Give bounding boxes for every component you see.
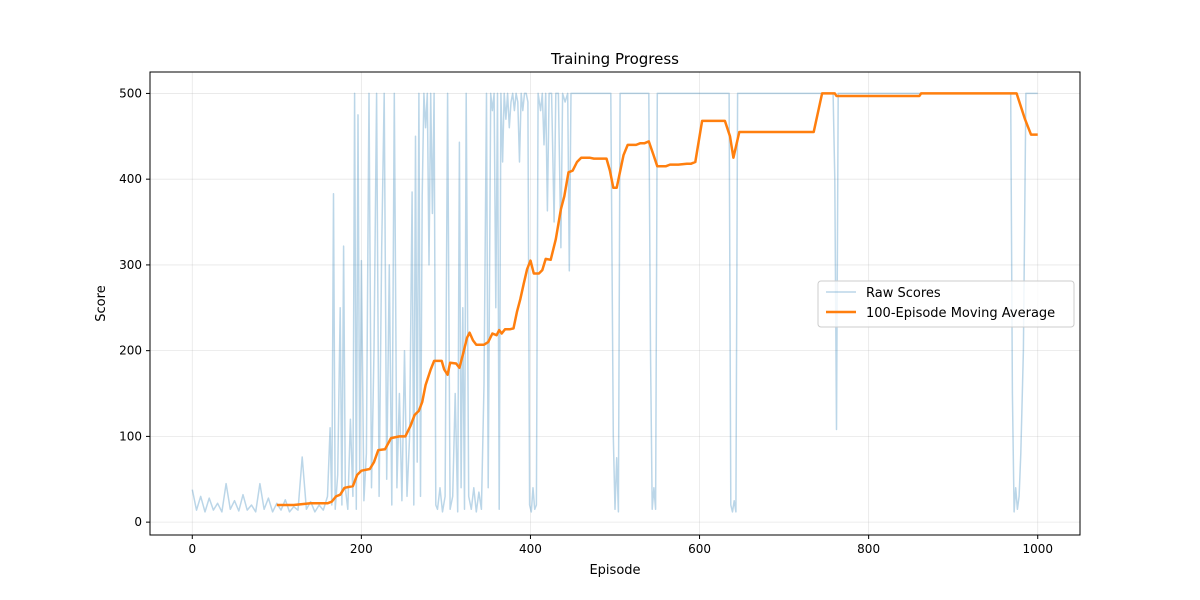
x-axis-label: Episode (589, 563, 640, 578)
x-tick-label: 1000 (1022, 542, 1053, 556)
series-line-moving-average (276, 92, 1038, 507)
y-tick-label: 400 (119, 172, 142, 186)
y-axis-ticks: 0 100 200 300 400 500 (119, 86, 150, 529)
x-tick-label: 0 (188, 542, 196, 556)
x-axis-ticks: 0 200 400 600 800 1000 (188, 535, 1053, 556)
y-tick-label: 300 (119, 258, 142, 272)
x-tick-label: 200 (350, 542, 373, 556)
legend-box (817, 280, 1075, 328)
y-tick-label: 0 (134, 515, 142, 529)
x-tick-label: 800 (857, 542, 880, 556)
y-axis-label: Score (94, 285, 109, 321)
grid (150, 72, 1080, 535)
x-tick-label: 400 (519, 542, 542, 556)
plot-frame (149, 71, 1081, 536)
series-layer (191, 92, 1038, 513)
legend-label-moving-average: 100-Episode Moving Average (866, 306, 1055, 321)
x-tick-label: 600 (688, 542, 711, 556)
chart-title: Training Progress (550, 50, 679, 68)
y-tick-label: 500 (119, 86, 142, 100)
y-tick-label: 200 (119, 344, 142, 358)
legend: Raw Scores 100-Episode Moving Average (817, 280, 1075, 328)
y-tick-label: 100 (119, 429, 142, 443)
legend-label-raw-scores: Raw Scores (866, 286, 941, 301)
